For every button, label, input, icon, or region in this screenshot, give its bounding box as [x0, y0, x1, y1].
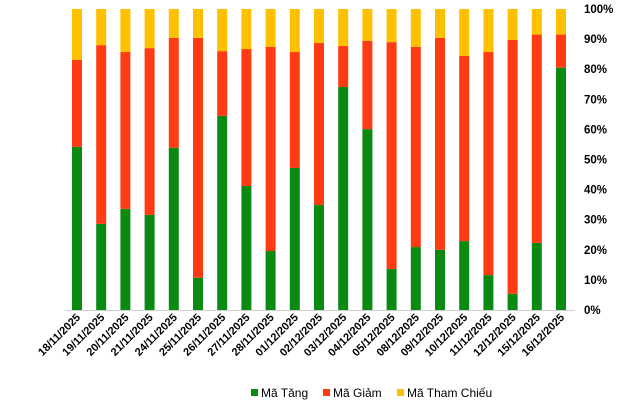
bar-segment-tang-18: [507, 293, 518, 310]
bar-segment-giam-3: [144, 48, 155, 215]
bar-segment-giam-1: [96, 45, 107, 224]
bar-segment-giam-10: [314, 43, 324, 205]
bar-segment-tang-14: [410, 247, 421, 310]
bar-segment-giam-7: [241, 49, 252, 186]
bar-segment-tham-chieu-11: [338, 9, 349, 47]
bars-layer: [72, 9, 566, 310]
bar-segment-tang-12: [362, 129, 373, 310]
legend: Mã Tăng Mã Giảm Mã Tham Chiếu: [251, 386, 492, 400]
bar-segment-giam-6: [217, 51, 228, 116]
bar-segment-tham-chieu-12: [362, 9, 373, 41]
bar-segment-tham-chieu-19: [531, 9, 542, 35]
bar-segment-giam-12: [362, 40, 373, 130]
x-tick-labels: 18/11/202519/11/202520/11/202521/11/2025…: [36, 312, 567, 359]
bar-segment-tham-chieu-7: [241, 9, 252, 50]
bar-segment-tham-chieu-13: [386, 9, 397, 43]
legend-swatch: [397, 389, 404, 396]
bar-segment-tang-9: [289, 167, 300, 310]
bar-segment-tang-8: [265, 251, 276, 310]
bar-segment-tham-chieu-14: [410, 9, 421, 47]
bar-segment-giam-16: [459, 55, 470, 242]
bar-segment-giam-17: [483, 52, 494, 276]
bar-segment-giam-5: [193, 37, 203, 278]
y-tick-label: 60%: [584, 124, 607, 136]
legend-label: Mã Tăng: [261, 386, 308, 400]
bar-segment-tang-3: [144, 214, 155, 310]
bar-segment-tang-15: [435, 249, 445, 310]
bar-segment-tham-chieu-6: [217, 9, 228, 52]
bar-segment-tham-chieu-9: [289, 9, 300, 53]
legend-swatch: [323, 389, 330, 396]
bar-segment-tang-5: [193, 277, 203, 310]
y-tick-label: 20%: [584, 245, 607, 257]
bar-segment-tham-chieu-16: [459, 9, 470, 56]
bar-segment-giam-8: [265, 46, 276, 252]
legend-label: Mã Giảm: [333, 386, 382, 400]
bar-segment-tang-11: [338, 86, 349, 310]
y-tick-label: 40%: [584, 185, 607, 197]
legend-swatch: [251, 389, 258, 396]
y-tick-label: 0%: [584, 305, 601, 317]
bar-segment-giam-2: [120, 52, 131, 209]
bar-segment-giam-11: [338, 46, 349, 87]
bar-segment-giam-0: [72, 59, 82, 147]
bar-segment-tham-chieu-0: [72, 9, 82, 60]
bar-segment-giam-13: [386, 42, 397, 270]
bar-segment-tang-6: [217, 115, 228, 310]
bar-segment-tham-chieu-1: [96, 9, 107, 46]
bar-segment-tham-chieu-10: [314, 9, 324, 44]
bar-segment-tham-chieu-2: [120, 9, 131, 53]
y-tick-label: 100%: [584, 4, 613, 16]
y-tick-label: 10%: [584, 275, 607, 287]
bar-segment-tham-chieu-17: [483, 9, 494, 53]
bar-segment-tham-chieu-3: [144, 9, 155, 49]
bar-segment-giam-14: [410, 46, 421, 248]
bar-segment-tang-20: [556, 67, 566, 310]
bar-segment-giam-18: [507, 40, 518, 294]
bar-segment-tang-0: [72, 146, 82, 310]
bar-segment-giam-4: [168, 37, 179, 148]
bar-segment-tang-7: [241, 185, 252, 310]
y-tick-label: 30%: [584, 215, 607, 227]
legend-label: Mã Tham Chiếu: [407, 386, 492, 400]
bar-segment-tham-chieu-15: [435, 9, 445, 38]
bar-segment-tang-13: [386, 269, 397, 310]
bar-segment-tham-chieu-18: [507, 9, 518, 41]
bar-segment-tham-chieu-5: [193, 9, 203, 38]
bar-segment-giam-19: [531, 34, 542, 243]
bar-segment-tang-2: [120, 208, 131, 310]
y-tick-labels: 0% 10% 20% 30% 40% 50% 60% 70% 80% 90% 100%: [584, 4, 613, 317]
bar-segment-tham-chieu-4: [168, 9, 179, 38]
y-tick-label: 70%: [584, 94, 607, 106]
bar-segment-giam-9: [289, 52, 300, 168]
bar-segment-tang-1: [96, 223, 107, 310]
bar-segment-tham-chieu-8: [265, 9, 276, 47]
y-tick-label: 50%: [584, 155, 607, 167]
bar-segment-tang-17: [483, 275, 494, 310]
y-tick-label: 80%: [584, 64, 607, 76]
bar-segment-tham-chieu-20: [556, 9, 566, 35]
bar-segment-tang-19: [531, 242, 542, 310]
y-tick-label: 90%: [584, 34, 607, 46]
bar-segment-giam-20: [556, 34, 566, 68]
bar-segment-tang-16: [459, 241, 470, 310]
bar-segment-tang-4: [168, 147, 179, 310]
bar-segment-tang-10: [314, 204, 324, 310]
bar-segment-giam-15: [435, 37, 445, 250]
